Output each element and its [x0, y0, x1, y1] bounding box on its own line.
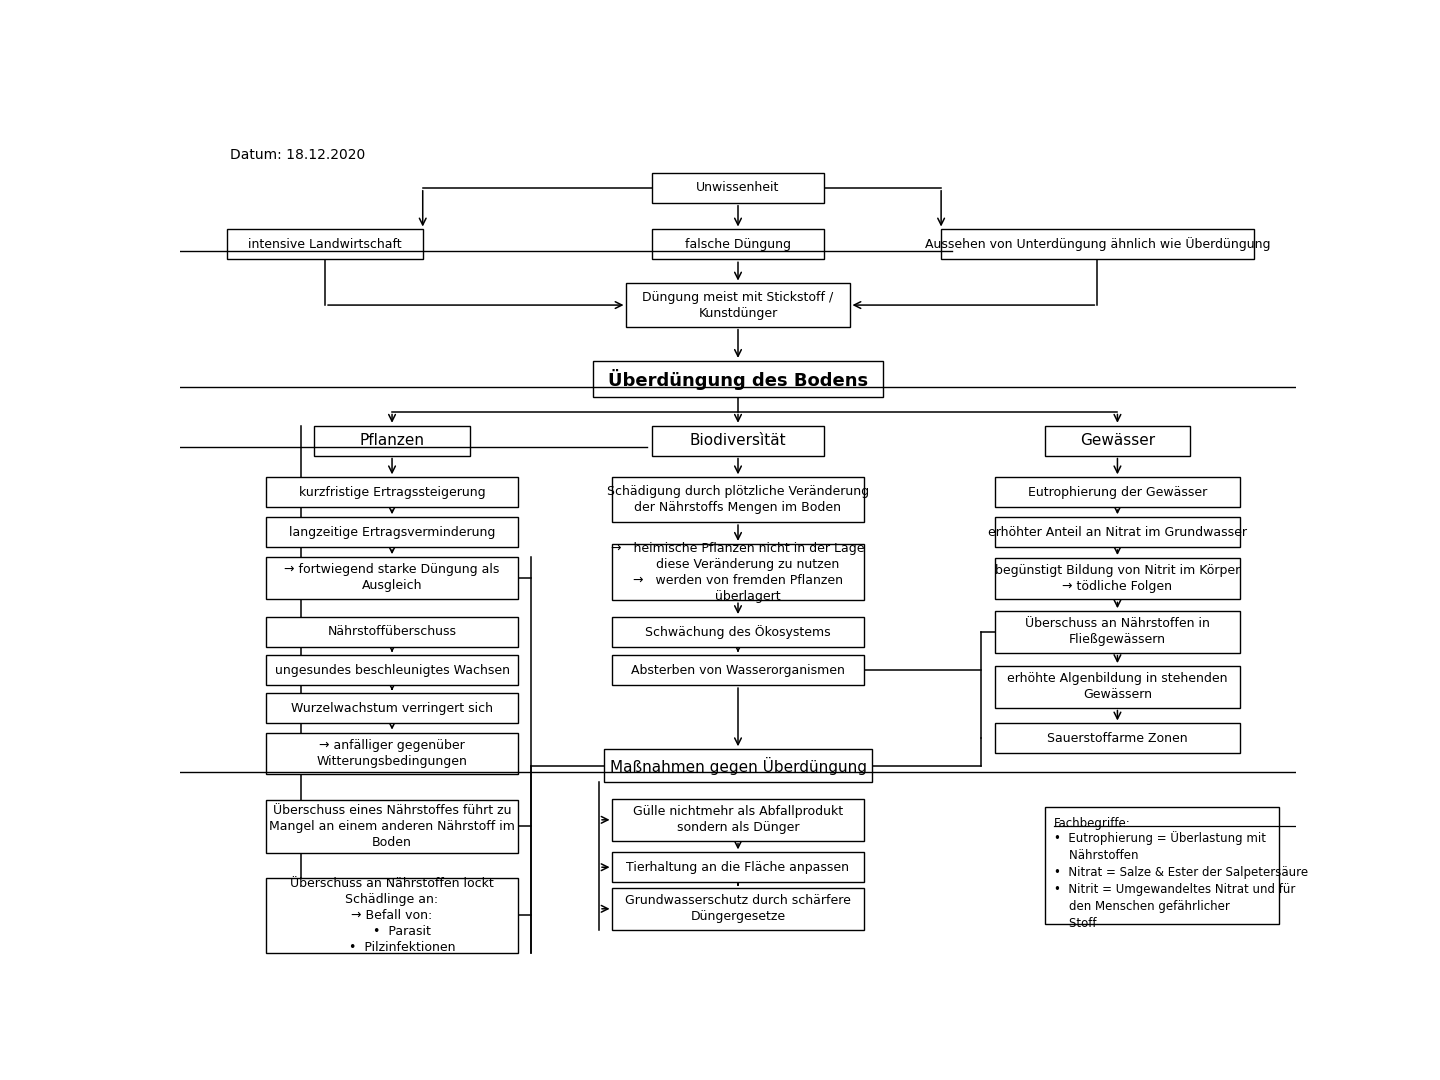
FancyBboxPatch shape	[612, 477, 864, 522]
FancyBboxPatch shape	[266, 878, 517, 953]
FancyBboxPatch shape	[266, 732, 517, 774]
FancyBboxPatch shape	[995, 517, 1240, 548]
Text: begünstigt Bildung von Nitrit im Körper
→ tödliche Folgen: begünstigt Bildung von Nitrit im Körper …	[995, 564, 1240, 593]
FancyBboxPatch shape	[651, 229, 825, 259]
FancyBboxPatch shape	[612, 888, 864, 930]
FancyBboxPatch shape	[593, 361, 883, 397]
Text: Überschuss eines Nährstoffes führt zu
Mangel an einem anderen Nährstoff im
Boden: Überschuss eines Nährstoffes führt zu Ma…	[269, 804, 516, 849]
Text: Eutrophierung der Gewässer: Eutrophierung der Gewässer	[1028, 486, 1207, 499]
FancyBboxPatch shape	[266, 656, 517, 685]
FancyBboxPatch shape	[995, 611, 1240, 652]
Text: intensive Landwirtschaft: intensive Landwirtschaft	[248, 238, 402, 251]
Text: Düngung meist mit Stickstoff /
Kunstdünger: Düngung meist mit Stickstoff / Kunstdüng…	[642, 291, 834, 320]
FancyBboxPatch shape	[651, 173, 825, 203]
Text: →   heimische Pflanzen nicht in der Lage
     diese Veränderung zu nutzen
→   we: → heimische Pflanzen nicht in der Lage d…	[611, 541, 865, 603]
Text: langzeitige Ertragsverminderung: langzeitige Ertragsverminderung	[289, 526, 495, 539]
Text: Fachbegriffe:: Fachbegriffe:	[1054, 818, 1130, 831]
Text: Überschuss an Nährstoffen lockt
Schädlinge an:
→ Befall von:
     •  Parasit
   : Überschuss an Nährstoffen lockt Schädlin…	[291, 877, 494, 954]
Text: Aussehen von Unterdüngung ähnlich wie Überdüngung: Aussehen von Unterdüngung ähnlich wie Üb…	[924, 238, 1270, 252]
FancyBboxPatch shape	[995, 666, 1240, 707]
Text: erhöhter Anteil an Nitrat im Grundwasser: erhöhter Anteil an Nitrat im Grundwasser	[988, 526, 1247, 539]
Text: Schwächung des Ökosystems: Schwächung des Ökosystems	[645, 625, 831, 639]
Text: kurzfristige Ertragssteigerung: kurzfristige Ertragssteigerung	[298, 486, 485, 499]
Text: falsche Düngung: falsche Düngung	[685, 238, 791, 251]
FancyBboxPatch shape	[612, 617, 864, 647]
FancyBboxPatch shape	[266, 800, 517, 853]
FancyBboxPatch shape	[995, 477, 1240, 508]
FancyBboxPatch shape	[612, 852, 864, 882]
FancyBboxPatch shape	[266, 477, 517, 508]
FancyBboxPatch shape	[266, 517, 517, 548]
FancyBboxPatch shape	[1045, 808, 1279, 923]
Text: → fortwiegend starke Düngung als
Ausgleich: → fortwiegend starke Düngung als Ausglei…	[284, 564, 500, 592]
Text: Gülle nichtmehr als Abfallprodukt
sondern als Dünger: Gülle nichtmehr als Abfallprodukt sonder…	[634, 806, 842, 835]
FancyBboxPatch shape	[605, 750, 873, 782]
Text: erhöhte Algenbildung in stehenden
Gewässern: erhöhte Algenbildung in stehenden Gewäss…	[1007, 672, 1228, 701]
Text: Nährstoffüberschuss: Nährstoffüberschuss	[327, 625, 456, 638]
FancyBboxPatch shape	[995, 558, 1240, 599]
Text: Datum: 18.12.2020: Datum: 18.12.2020	[230, 148, 366, 162]
FancyBboxPatch shape	[314, 426, 469, 456]
Text: Überdüngung des Bodens: Überdüngung des Bodens	[608, 368, 868, 390]
Text: ungesundes beschleunigtes Wachsen: ungesundes beschleunigtes Wachsen	[275, 663, 510, 677]
Text: •  Eutrophierung = Überlastung mit
    Nährstoffen
•  Nitrat = Salze & Ester der: • Eutrophierung = Überlastung mit Nährst…	[1054, 831, 1308, 930]
FancyBboxPatch shape	[612, 656, 864, 685]
FancyBboxPatch shape	[651, 426, 825, 456]
FancyBboxPatch shape	[626, 283, 850, 326]
FancyBboxPatch shape	[266, 693, 517, 724]
FancyBboxPatch shape	[266, 617, 517, 647]
Text: Wurzelwachstum verringert sich: Wurzelwachstum verringert sich	[291, 702, 492, 715]
Text: Maßnahmen gegen Überdüngung: Maßnahmen gegen Überdüngung	[609, 757, 867, 774]
Text: Schädigung durch plötzliche Veränderung
der Nährstoffs Mengen im Boden: Schädigung durch plötzliche Veränderung …	[606, 485, 870, 514]
FancyBboxPatch shape	[228, 229, 423, 259]
Text: → anfälliger gegenüber
Witterungsbedingungen: → anfälliger gegenüber Witterungsbedingu…	[317, 739, 468, 768]
FancyBboxPatch shape	[942, 229, 1254, 259]
Text: Unwissenheit: Unwissenheit	[697, 181, 779, 194]
Text: Absterben von Wasserorganismen: Absterben von Wasserorganismen	[631, 663, 845, 677]
Text: Gewässer: Gewässer	[1080, 433, 1155, 448]
Text: Grundwasserschutz durch schärfere
Düngergesetze: Grundwasserschutz durch schärfere Dünger…	[625, 894, 851, 923]
Text: Überschuss an Nährstoffen in
Fließgewässern: Überschuss an Nährstoffen in Fließgewäss…	[1025, 618, 1210, 647]
Text: Biodiversìtät: Biodiversìtät	[690, 433, 786, 448]
FancyBboxPatch shape	[612, 543, 864, 600]
FancyBboxPatch shape	[266, 557, 517, 598]
FancyBboxPatch shape	[612, 799, 864, 840]
FancyBboxPatch shape	[995, 724, 1240, 754]
Text: Pflanzen: Pflanzen	[360, 433, 425, 448]
FancyBboxPatch shape	[1045, 426, 1189, 456]
Text: Sauerstoffarme Zonen: Sauerstoffarme Zonen	[1047, 732, 1188, 745]
Text: Tierhaltung an die Fläche anpassen: Tierhaltung an die Fläche anpassen	[626, 861, 850, 874]
